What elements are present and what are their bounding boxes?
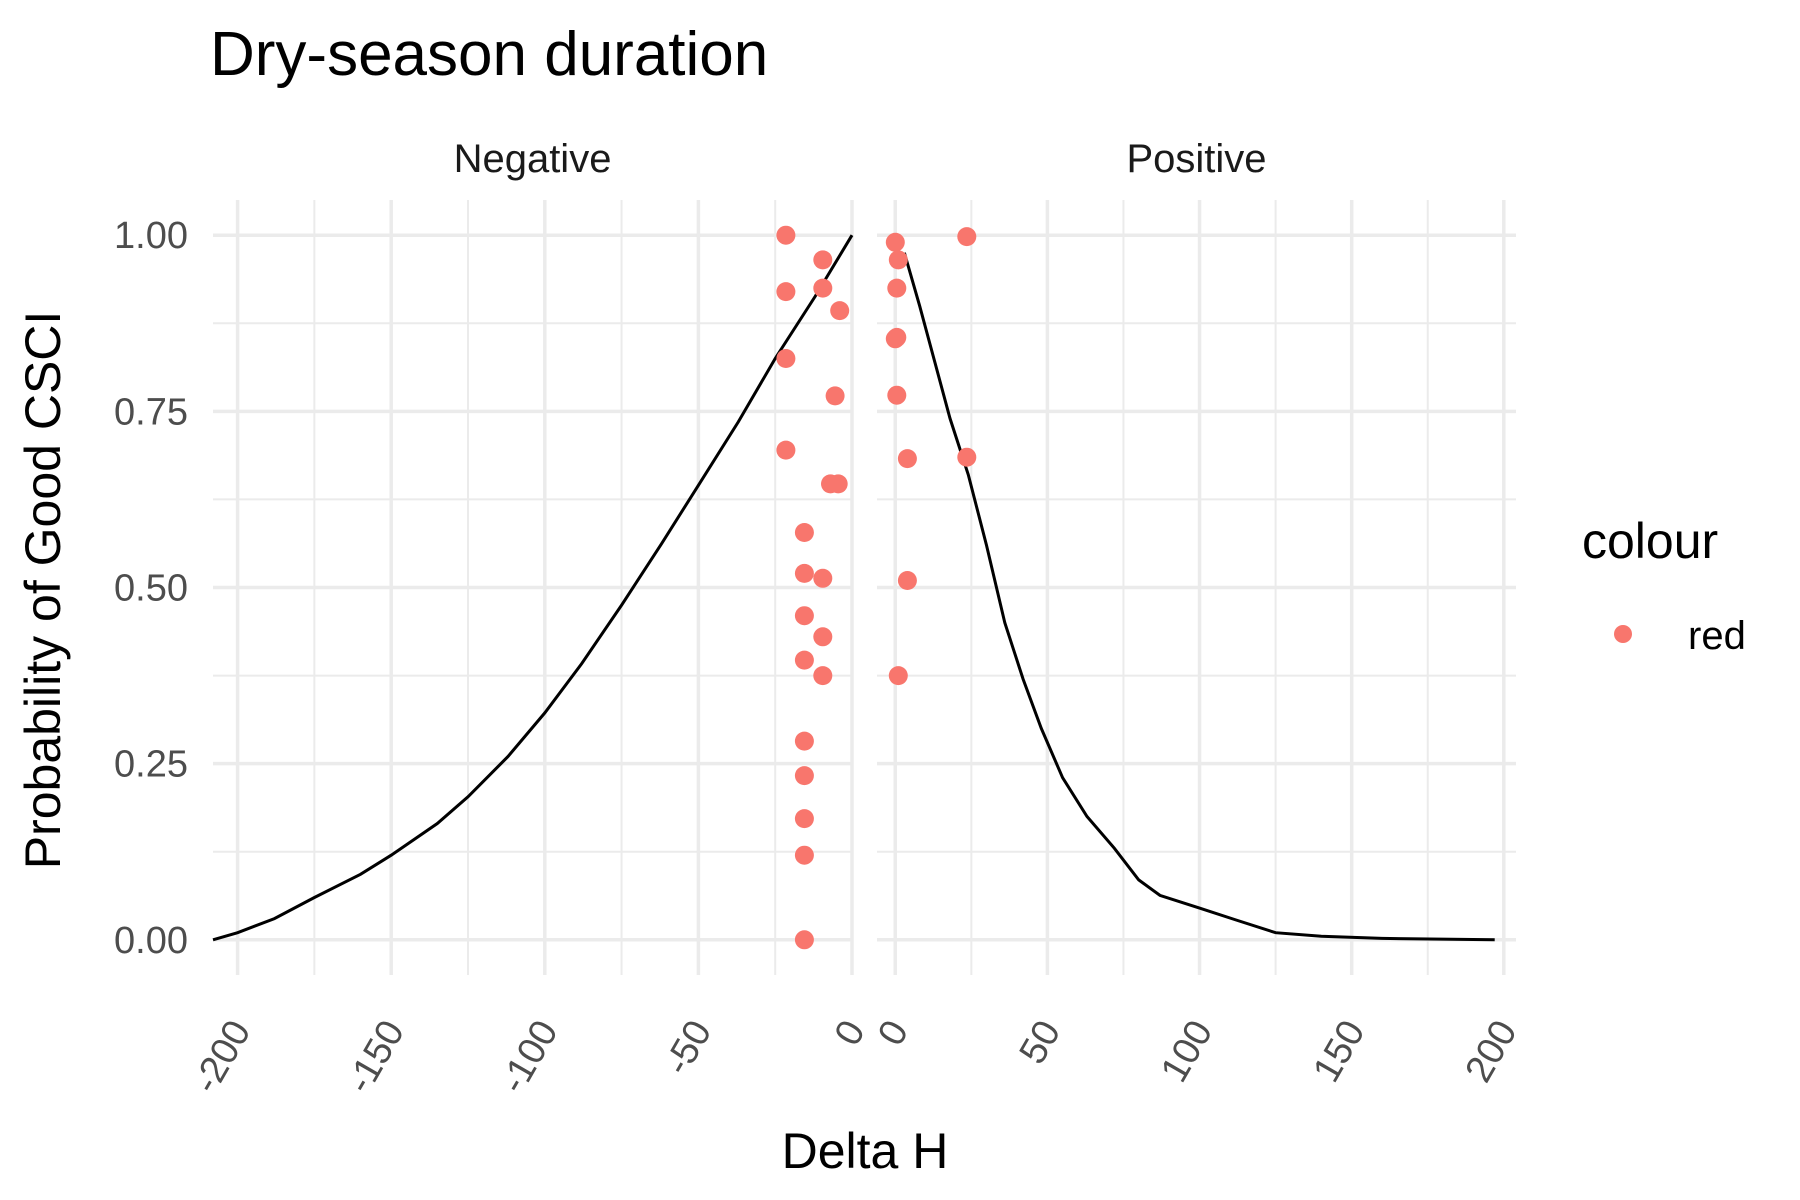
- x-tick-label: 0: [870, 1014, 917, 1053]
- facet-label-positive: Positive: [1126, 137, 1266, 181]
- legend-swatch: [1614, 625, 1632, 643]
- data-point: [794, 766, 814, 786]
- legend: colour red: [1582, 513, 1746, 658]
- data-point: [813, 278, 833, 298]
- y-tick-label: 1.00: [114, 215, 188, 257]
- legend-label: red: [1688, 614, 1746, 658]
- data-point: [825, 386, 845, 406]
- data-point: [897, 449, 917, 469]
- y-axis-label: Probability of Good CSCI: [15, 311, 71, 870]
- facet-label-negative: Negative: [454, 137, 612, 181]
- data-point: [776, 225, 796, 245]
- x-tick-label: 0: [827, 1014, 874, 1053]
- data-point: [813, 250, 833, 270]
- data-point: [888, 666, 908, 686]
- data-point: [828, 474, 848, 494]
- y-tick-label: 0.50: [114, 568, 188, 610]
- fitted-curve: [212, 234, 854, 942]
- x-tick-label: 100: [1153, 1014, 1221, 1090]
- data-point: [813, 666, 833, 686]
- data-point: [794, 606, 814, 626]
- x-tick-label: 50: [1012, 1014, 1070, 1072]
- x-tick-label: -150: [339, 1014, 413, 1101]
- data-point: [888, 250, 908, 270]
- x-tick-label: 150: [1305, 1014, 1373, 1090]
- x-tick-label: 200: [1458, 1014, 1526, 1090]
- data-point: [897, 571, 917, 590]
- data-point: [776, 282, 796, 302]
- x-tick-label: -50: [656, 1014, 720, 1083]
- y-tick-label: 0.00: [114, 920, 188, 962]
- data-point: [794, 563, 814, 583]
- data-point: [957, 447, 977, 467]
- data-point: [813, 627, 833, 647]
- data-point: [794, 809, 814, 829]
- data-point: [794, 845, 814, 865]
- data-point: [794, 650, 814, 670]
- facet-panels: Negative -200 -150 -100 -50 0 Positive 0 50 100 15…: [114, 137, 1526, 1100]
- data-point: [794, 930, 814, 950]
- y-tick-label: 0.25: [114, 744, 188, 786]
- data-point: [885, 232, 905, 252]
- data-point: [776, 440, 796, 460]
- data-point: [957, 227, 977, 247]
- panel-negative: Negative -200 -150 -100 -50 0: [185, 137, 874, 1100]
- x-tick-label: -100: [492, 1014, 566, 1101]
- data-point: [887, 278, 907, 298]
- data-point: [794, 523, 814, 542]
- legend-title: colour: [1582, 513, 1718, 569]
- data-point: [794, 731, 814, 751]
- chart-title: Dry-season duration: [210, 20, 768, 89]
- x-tick-label: -200: [185, 1014, 259, 1101]
- data-point: [887, 385, 907, 405]
- panel-positive: Positive 0 50 100 150 200: [870, 137, 1525, 1089]
- data-point: [830, 301, 850, 321]
- data-point: [885, 329, 905, 349]
- y-tick-label: 0.75: [114, 391, 188, 433]
- data-point: [776, 349, 796, 368]
- fitted-curve: [902, 252, 1495, 942]
- data-point: [813, 568, 833, 588]
- x-axis-label: Delta H: [782, 1123, 949, 1179]
